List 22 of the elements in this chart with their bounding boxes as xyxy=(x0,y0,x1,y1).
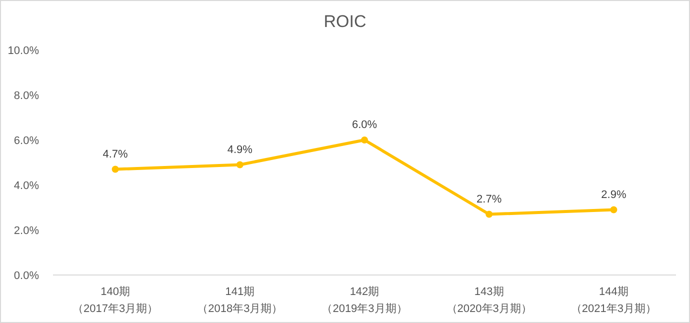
chart-title: ROIC xyxy=(324,12,366,31)
y-tick-label: 2.0% xyxy=(14,225,40,237)
x-tick-label: 142期（2019年3月期） xyxy=(322,286,408,315)
point xyxy=(112,166,119,173)
x-tick-label: 143期（2020年3月期） xyxy=(446,286,532,315)
data-label: 4.7% xyxy=(102,148,128,160)
y-tick-label: 4.0% xyxy=(14,180,40,192)
data-label: 4.9% xyxy=(227,144,253,156)
y-tick-label: 8.0% xyxy=(14,90,40,102)
point xyxy=(361,136,368,144)
x-tick-label: 140期（2017年3月期） xyxy=(72,286,158,315)
data-label: 2.7% xyxy=(476,193,502,206)
data-label: 6.0% xyxy=(352,119,378,131)
point xyxy=(610,206,618,214)
point xyxy=(486,210,493,218)
x-tick-label: 144期（2021年3月期） xyxy=(570,286,656,315)
y-tick-label: 0.0% xyxy=(14,270,40,282)
y-tick-label: 10.0% xyxy=(8,45,40,57)
x-tick-label: 141期（2018年3月期） xyxy=(197,286,283,315)
y-tick-label: 6.0% xyxy=(14,135,40,147)
data-label: 2.9% xyxy=(601,188,626,201)
point xyxy=(236,161,244,168)
